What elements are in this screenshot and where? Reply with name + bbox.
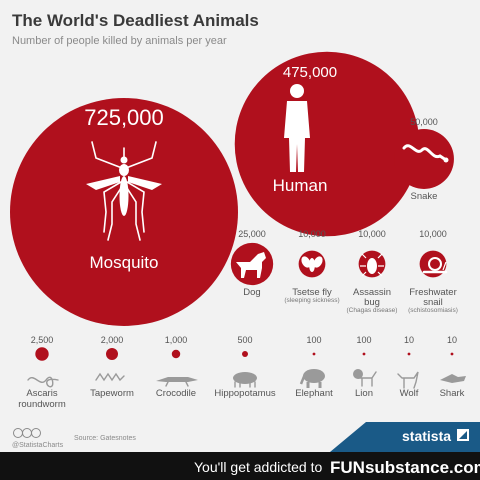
bubble-snake [394,129,454,189]
site-banner [0,452,480,480]
footer-source: Source: Gatesnotes [74,435,136,442]
name-label-ascaris-roundworm-1: Ascaris [26,388,57,399]
value-label-elephant: 100 [306,335,321,345]
name-label-assassin-bug-2: bug [364,297,380,308]
statista-badge [330,422,480,452]
crocodile-icon [156,377,198,387]
mosquito-icon [86,141,162,241]
name-label-mosquito: Mosquito [90,253,159,272]
value-label-shark: 10 [447,335,457,345]
name-label-freshwater-snail-1: Freshwater [409,287,457,298]
snail-icon [422,257,448,274]
value-label-crocodile: 1,000 [165,335,188,345]
note-label-assassin-bug: (Chagas disease) [347,307,398,314]
banner-brand[interactable]: FUNsubstance.com [330,458,480,477]
value-label-assassin-bug: 10,000 [358,229,386,239]
snake-icon [402,144,449,163]
bubble-ascaris-roundworm [35,347,49,361]
hippopotamus-icon [233,372,257,388]
value-label-freshwater-snail: 10,000 [419,229,447,239]
name-label-shark: Shark [440,388,465,399]
name-label-assassin-bug-1: Assassin [353,287,391,298]
bubble-lion [362,352,366,356]
bubble-wolf [407,352,411,356]
chart-subtitle: Number of people killed by animals per y… [12,35,227,47]
name-label-snake: Snake [411,191,438,202]
banner-text: You'll get addicted to [194,459,322,475]
shark-icon [440,374,466,383]
name-label-freshwater-snail-2: snail [423,297,443,308]
value-label-wolf: 10 [404,335,414,345]
footer-handle[interactable]: @StatistaCharts [12,442,64,449]
elephant-icon [299,369,325,388]
value-label-human: 475,000 [283,64,337,81]
value-label-dog: 25,000 [238,229,266,239]
name-label-wolf: Wolf [400,388,419,399]
tsetse-fly-icon [301,256,323,272]
statista-logo-icon [457,429,469,441]
tapeworm-icon [95,372,125,382]
value-label-snake: 50,000 [410,117,438,127]
bubble-tapeworm [106,348,118,360]
chart-title: The World's Deadliest Animals [12,11,259,30]
creative-commons-icon [13,428,41,438]
statista-brand[interactable]: statista [402,428,451,444]
value-label-lion: 100 [356,335,371,345]
lion-icon [353,369,377,387]
value-label-tsetse-fly: 10,000 [298,229,326,239]
name-label-tapeworm: Tapeworm [90,388,134,399]
name-label-dog: Dog [243,287,260,298]
bubble-elephant [312,352,316,356]
bubble-crocodile [171,349,181,359]
roundworm-icon [27,376,59,388]
name-label-human: Human [273,176,328,195]
bubble-shark [450,352,454,356]
note-label-tsetse-fly: (sleeping sickness) [284,297,339,304]
human-icon [284,84,310,172]
value-label-mosquito: 725,000 [84,105,164,130]
name-label-ascaris-roundworm-2: roundworm [18,399,66,410]
bubble-human [234,51,420,237]
value-label-ascaris-roundworm: 2,500 [31,335,54,345]
bubble-freshwater-snail [419,250,447,278]
value-label-hippopotamus: 500 [237,335,252,345]
footer: @StatistaCharts Source: Gatesnotes stati… [12,422,480,452]
name-label-elephant: Elephant [295,388,333,399]
name-label-crocodile: Crocodile [156,388,196,399]
assassin-bug-icon [360,253,384,277]
wolf-icon [397,371,419,389]
value-label-tapeworm: 2,000 [101,335,124,345]
name-label-lion: Lion [355,388,373,399]
note-label-freshwater-snail: (schistosomiasis) [408,307,458,314]
name-label-hippopotamus: Hippopotamus [214,388,276,399]
bubble-hippopotamus [242,351,248,357]
name-label-tsetse-fly: Tsetse fly [292,287,332,298]
dog-icon [236,252,266,278]
